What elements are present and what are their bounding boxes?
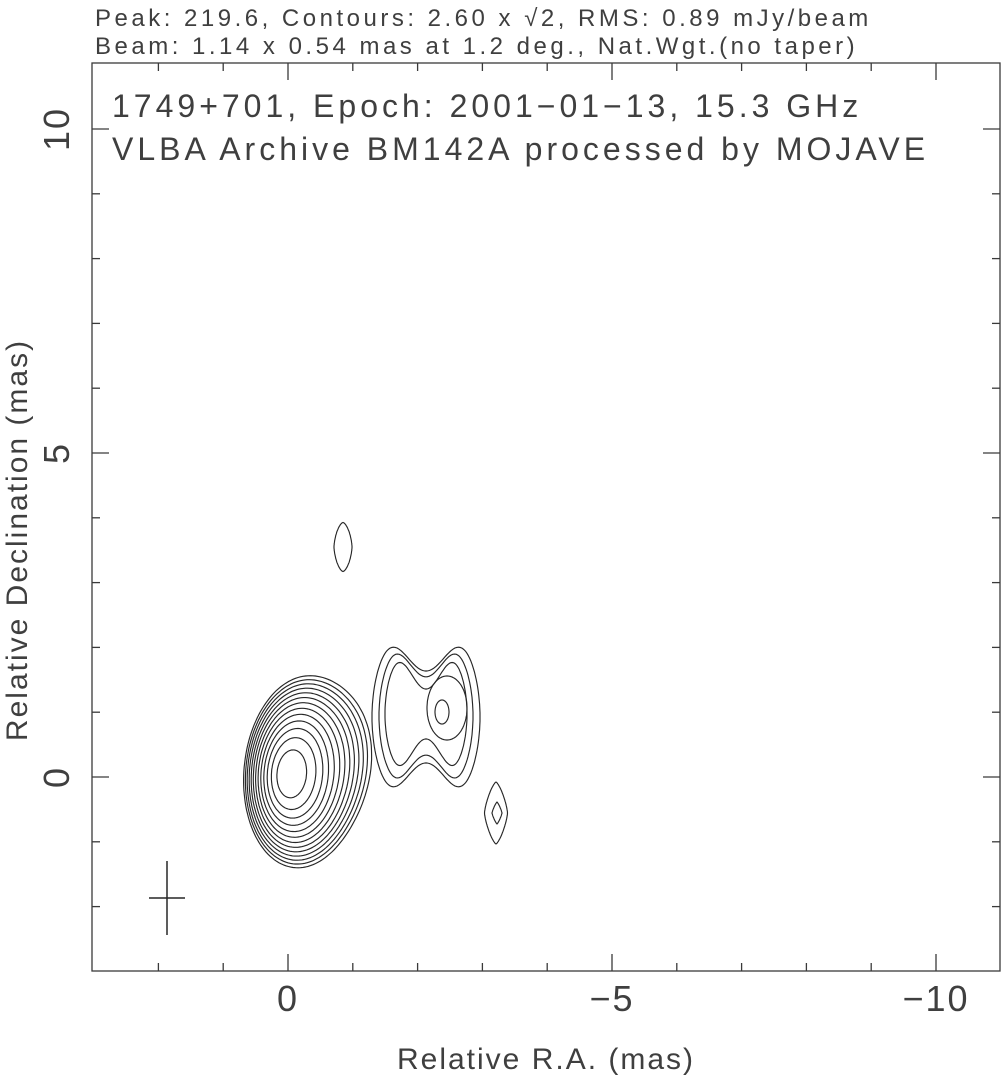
y-tick-label-10: 10 [36, 106, 77, 152]
core-contour [243, 675, 373, 869]
inner-jet-contour [434, 699, 450, 725]
y-tick-label-0: 0 [36, 765, 77, 789]
y-axis-title: Relative Declination (mas) [1, 338, 34, 742]
inner-jet-contour [371, 646, 481, 788]
x-axis-title: Relative R.A. (mas) [396, 1043, 696, 1076]
y-tick-label-5: 5 [36, 441, 77, 465]
knot-south-contour [491, 801, 503, 825]
inner-jet-contour [426, 675, 468, 741]
core-contour [255, 702, 346, 844]
core-contour [270, 737, 317, 811]
x-tick-label--5: −5 [589, 978, 635, 1019]
inner-jet-contour [384, 661, 468, 767]
plot-frame [91, 62, 1001, 972]
plot-title-line-2: VLBA Archive BM142A processed by MOJAVE [112, 131, 930, 167]
inner-jet-contour [378, 653, 474, 779]
core-contour [257, 707, 341, 838]
knot-north-contour [333, 521, 353, 573]
core-contour [266, 727, 324, 819]
core-contour [244, 679, 369, 865]
plot-title-line-1: 1749+701, Epoch: 2001−01−13, 15.3 GHz [112, 88, 863, 124]
header-line-2: Beam: 1.14 x 0.54 mas at 1.2 deg., Nat.W… [95, 33, 859, 60]
x-tick-label--10: −10 [902, 978, 970, 1019]
core-contour [250, 692, 355, 853]
core-contour [263, 720, 330, 826]
x-tick-label-0: 0 [276, 978, 300, 1019]
core-contour [260, 713, 335, 833]
core-contour [252, 697, 351, 848]
core-contour [246, 683, 364, 861]
header-line-1: Peak: 219.6, Contours: 2.60 x √2, RMS: 0… [95, 5, 872, 32]
core-contour [276, 749, 308, 799]
core-contour [248, 687, 360, 857]
knot-south-contour [483, 781, 509, 845]
